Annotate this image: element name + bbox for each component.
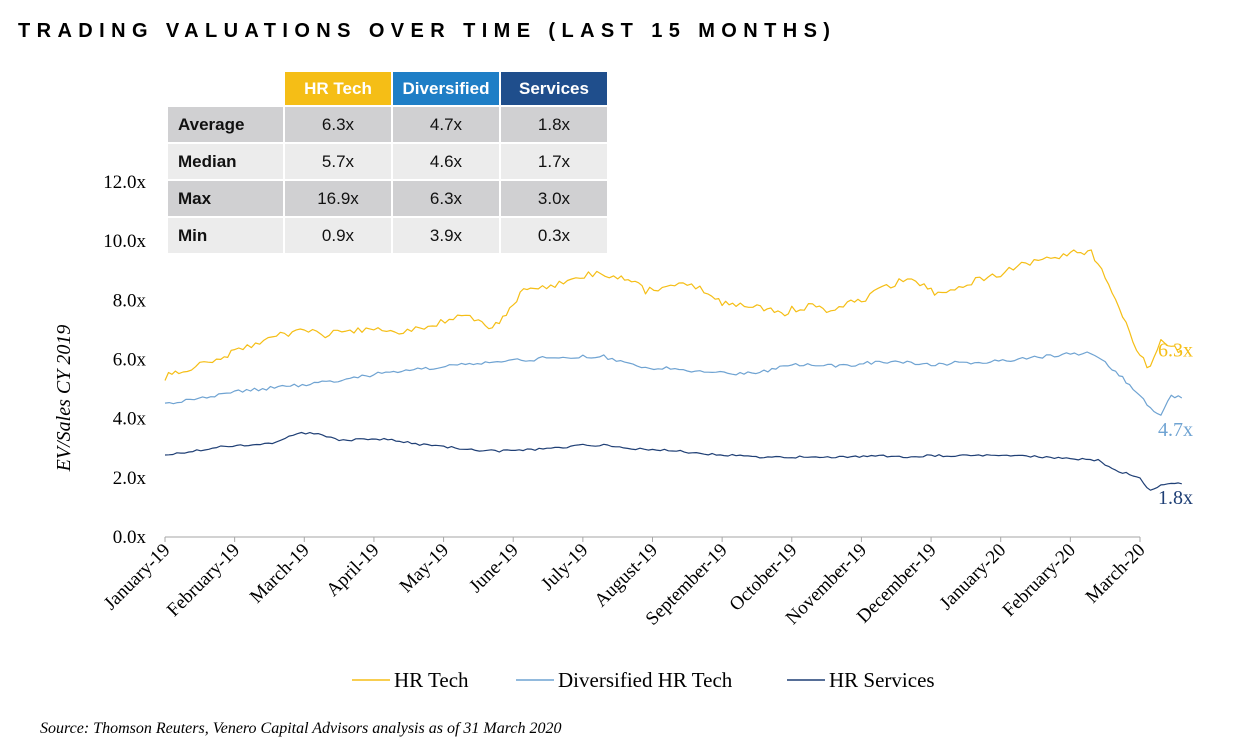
row-label-average: Average — [168, 107, 283, 142]
x-tick-label: January-19 — [100, 540, 175, 615]
series-group — [164, 249, 1183, 491]
y-tick-label: 6.0x — [113, 350, 147, 371]
page-title: TRADING VALUATIONS OVER TIME (LAST 15 MO… — [18, 20, 837, 42]
legend-label: HR Tech — [394, 668, 469, 692]
x-tick-label: July-19 — [537, 540, 592, 595]
x-tick-label: February-19 — [163, 540, 244, 621]
x-tick-label: March-20 — [1082, 540, 1150, 608]
table-row: Min 0.9x 3.9x 0.3x — [168, 218, 607, 253]
series-line-2 — [164, 351, 1183, 416]
x-tick-label: June-19 — [465, 540, 522, 597]
row-label-median: Median — [168, 144, 283, 179]
series-end-label: 4.7x — [1158, 419, 1193, 441]
y-tick-label: 8.0x — [113, 290, 147, 311]
table-cell: 0.3x — [501, 218, 607, 253]
table-row: Max 16.9x 6.3x 3.0x — [168, 181, 607, 216]
x-tick-label: March-19 — [246, 540, 314, 608]
series-line-3 — [164, 431, 1182, 491]
col-header-diversified: Diversified — [393, 72, 499, 105]
legend-label: HR Services — [829, 668, 935, 692]
x-tick-label: October-19 — [726, 540, 802, 616]
table-row: Median 5.7x 4.6x 1.7x — [168, 144, 607, 179]
y-axis-title: EV/Sales CY 2019 — [53, 325, 75, 473]
row-label-max: Max — [168, 181, 283, 216]
end-labels: 6.3x 4.7x 1.8x — [1158, 340, 1193, 509]
y-tick-label: 2.0x — [113, 468, 147, 489]
col-header-hr-tech: HR Tech — [285, 72, 391, 105]
col-header-services: Services — [501, 72, 607, 105]
table-cell: 4.7x — [393, 107, 499, 142]
y-tick-label: 0.0x — [113, 527, 147, 548]
table-cell: 3.9x — [393, 218, 499, 253]
source-note: Source: Thomson Reuters, Venero Capital … — [40, 720, 562, 737]
table-corner — [168, 72, 283, 105]
table-cell: 6.3x — [393, 181, 499, 216]
x-tick-label: May-19 — [396, 540, 453, 597]
table-cell: 4.6x — [393, 144, 499, 179]
table-cell: 1.7x — [501, 144, 607, 179]
table-cell: 0.9x — [285, 218, 391, 253]
legend-label: Diversified HR Tech — [558, 668, 733, 692]
y-tick-label: 12.0x — [103, 172, 146, 193]
x-tick-label: February-20 — [999, 540, 1080, 621]
valuation-stats-table: HR Tech Diversified Services Average 6.3… — [166, 70, 609, 255]
table-cell: 16.9x — [285, 181, 391, 216]
series-end-label: 1.8x — [1158, 487, 1193, 509]
x-tick-label: April-19 — [322, 540, 383, 601]
row-label-min: Min — [168, 218, 283, 253]
table-cell: 6.3x — [285, 107, 391, 142]
series-end-label: 6.3x — [1158, 340, 1193, 362]
x-tick-label: August-19 — [590, 540, 662, 612]
chart-legend: HR Tech Diversified HR Tech HR Services — [352, 668, 935, 692]
x-tick-label: January-20 — [936, 540, 1011, 615]
table-row: Average 6.3x 4.7x 1.8x — [168, 107, 607, 142]
series-line-1 — [164, 249, 1183, 381]
table-cell: 3.0x — [501, 181, 607, 216]
y-tick-label: 10.0x — [103, 231, 146, 252]
table-cell: 1.8x — [501, 107, 607, 142]
y-tick-label: 4.0x — [113, 409, 147, 430]
table-cell: 5.7x — [285, 144, 391, 179]
